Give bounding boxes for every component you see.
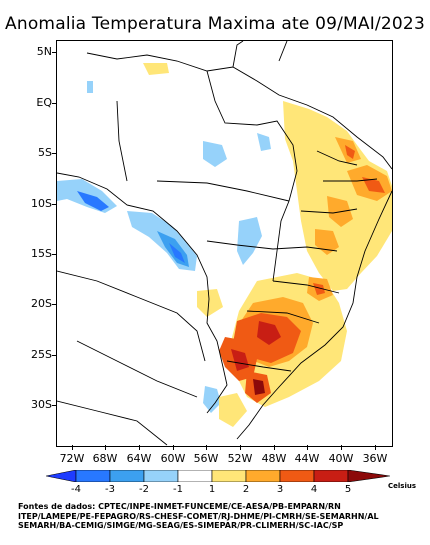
lat-tick (52, 103, 57, 104)
lat-label: 30S (31, 398, 52, 411)
lon-label: 60W (160, 452, 186, 465)
colorbar-label: -1 (173, 484, 183, 495)
lon-label: 68W (92, 452, 118, 465)
lon-label: 44W (294, 452, 320, 465)
lat-tick (52, 405, 57, 406)
lat-label: 15S (31, 247, 52, 260)
lon-tick (105, 445, 106, 450)
colorbar-label: 2 (242, 484, 250, 495)
lat-label: 20S (31, 297, 52, 310)
lon-tick (173, 445, 174, 450)
colorbar-label: 4 (310, 484, 318, 495)
colorbar-segment (177, 470, 213, 482)
colorbar-segment (347, 470, 390, 482)
colorbar-segment (143, 470, 179, 482)
colorbar (46, 470, 390, 482)
source-line: ITEP/LAMEPE/PE-FEPAGRO/RS-CHESF-COMET/RJ… (18, 511, 379, 521)
map-title: Anomalia Temperatura Maxima ate 09/MAI/2… (5, 14, 425, 34)
lat-tick (52, 355, 57, 356)
colorbar-segment (75, 470, 111, 482)
lon-label: 72W (59, 452, 85, 465)
colorbar-segment (46, 470, 77, 482)
lat-tick (52, 153, 57, 154)
lon-label: 48W (261, 452, 287, 465)
map-panel (56, 40, 393, 447)
colorbar-label: -2 (139, 484, 149, 495)
lon-tick (341, 445, 342, 450)
lat-tick (52, 304, 57, 305)
lon-tick (307, 445, 308, 450)
colorbar-segment (109, 470, 145, 482)
colorbar-label: 1 (208, 484, 216, 495)
lat-tick (52, 254, 57, 255)
colorbar-label: -3 (105, 484, 115, 495)
colorbar-segment (279, 470, 315, 482)
lon-label: 64W (126, 452, 152, 465)
lon-label: 56W (193, 452, 219, 465)
lat-tick (52, 52, 57, 53)
colorbar-unit: Celsius (388, 482, 416, 490)
colorbar-label: 3 (276, 484, 284, 495)
lon-label: 52W (227, 452, 253, 465)
colorbar-segment (313, 470, 349, 482)
colorbar-segment (245, 470, 281, 482)
lon-label: 36W (362, 452, 388, 465)
lat-tick (52, 204, 57, 205)
lat-label: 10S (31, 197, 52, 210)
anomaly-map (57, 41, 392, 446)
lon-tick (274, 445, 275, 450)
positive-anomaly-areas (143, 63, 392, 427)
negative-anomaly-areas (57, 81, 271, 413)
source-line: Fontes de dados: CPTEC/INPE-INMET-FUNCEM… (18, 502, 341, 511)
lon-tick (206, 445, 207, 450)
lat-label: 25S (31, 348, 52, 361)
lon-tick (375, 445, 376, 450)
lon-tick (139, 445, 140, 450)
lon-tick (72, 445, 73, 450)
borders (57, 41, 392, 446)
source-line: SEMARH/BA-CEMIG/SIMGE/MG-SEAG/ES-SIMEPAR… (18, 521, 344, 530)
lat-label: 5N (36, 45, 52, 58)
lon-label: 40W (328, 452, 354, 465)
lon-tick (240, 445, 241, 450)
colorbar-label: -4 (71, 484, 81, 495)
colorbar-segment (211, 470, 247, 482)
lat-label: 5S (38, 146, 52, 159)
colorbar-label: 5 (344, 484, 352, 495)
lat-label: EQ (36, 96, 52, 109)
data-sources: Fontes de dados: CPTEC/INPE-INMET-FUNCEM… (18, 502, 379, 531)
